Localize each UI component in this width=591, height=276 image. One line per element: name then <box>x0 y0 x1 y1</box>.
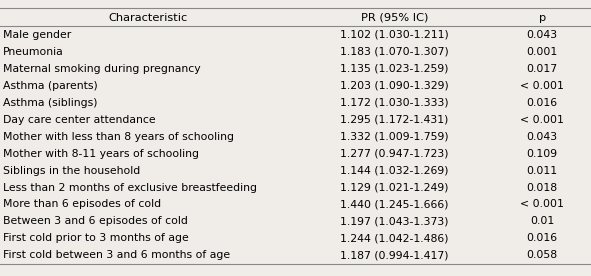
Text: Asthma (parents): Asthma (parents) <box>3 81 98 91</box>
Text: 0.011: 0.011 <box>527 166 558 176</box>
Text: 1.135 (1.023-1.259): 1.135 (1.023-1.259) <box>340 64 449 74</box>
Text: 0.016: 0.016 <box>527 98 558 108</box>
Text: Asthma (siblings): Asthma (siblings) <box>3 98 98 108</box>
Text: 1.129 (1.021-1.249): 1.129 (1.021-1.249) <box>340 182 449 193</box>
Text: Maternal smoking during pregnancy: Maternal smoking during pregnancy <box>3 64 200 74</box>
Text: 0.109: 0.109 <box>527 148 558 159</box>
Text: Mother with less than 8 years of schooling: Mother with less than 8 years of schooli… <box>3 132 234 142</box>
Text: 0.058: 0.058 <box>527 250 558 260</box>
Text: < 0.001: < 0.001 <box>520 115 564 125</box>
Text: 1.187 (0.994-1.417): 1.187 (0.994-1.417) <box>340 250 449 260</box>
Text: < 0.001: < 0.001 <box>520 81 564 91</box>
Text: Mother with 8-11 years of schooling: Mother with 8-11 years of schooling <box>3 148 199 159</box>
Text: 1.172 (1.030-1.333): 1.172 (1.030-1.333) <box>340 98 449 108</box>
Text: Between 3 and 6 episodes of cold: Between 3 and 6 episodes of cold <box>3 216 188 226</box>
Text: 1.183 (1.070-1.307): 1.183 (1.070-1.307) <box>340 47 449 57</box>
Text: Day care center attendance: Day care center attendance <box>3 115 155 125</box>
Text: < 0.001: < 0.001 <box>520 200 564 209</box>
Text: 1.295 (1.172-1.431): 1.295 (1.172-1.431) <box>340 115 449 125</box>
Text: 0.016: 0.016 <box>527 233 558 243</box>
Text: PR (95% IC): PR (95% IC) <box>361 13 428 23</box>
Text: 1.197 (1.043-1.373): 1.197 (1.043-1.373) <box>340 216 449 226</box>
Text: Siblings in the household: Siblings in the household <box>3 166 140 176</box>
Text: Characteristic: Characteristic <box>108 13 187 23</box>
Text: 0.001: 0.001 <box>527 47 558 57</box>
Text: Male gender: Male gender <box>3 30 71 40</box>
Text: More than 6 episodes of cold: More than 6 episodes of cold <box>3 200 161 209</box>
Text: First cold prior to 3 months of age: First cold prior to 3 months of age <box>3 233 189 243</box>
Text: 0.043: 0.043 <box>527 132 558 142</box>
Text: 0.01: 0.01 <box>530 216 554 226</box>
Text: 1.332 (1.009-1.759): 1.332 (1.009-1.759) <box>340 132 449 142</box>
Text: 1.277 (0.947-1.723): 1.277 (0.947-1.723) <box>340 148 449 159</box>
Text: 1.244 (1.042-1.486): 1.244 (1.042-1.486) <box>340 233 449 243</box>
Text: Less than 2 months of exclusive breastfeeding: Less than 2 months of exclusive breastfe… <box>3 182 257 193</box>
Text: 1.203 (1.090-1.329): 1.203 (1.090-1.329) <box>340 81 449 91</box>
Text: 1.102 (1.030-1.211): 1.102 (1.030-1.211) <box>340 30 449 40</box>
Text: 0.017: 0.017 <box>527 64 558 74</box>
Text: 0.043: 0.043 <box>527 30 558 40</box>
Text: First cold between 3 and 6 months of age: First cold between 3 and 6 months of age <box>3 250 230 260</box>
Text: 0.018: 0.018 <box>527 182 558 193</box>
Text: p: p <box>538 13 546 23</box>
Text: 1.440 (1.245-1.666): 1.440 (1.245-1.666) <box>340 200 449 209</box>
Text: Pneumonia: Pneumonia <box>3 47 64 57</box>
Text: 1.144 (1.032-1.269): 1.144 (1.032-1.269) <box>340 166 449 176</box>
